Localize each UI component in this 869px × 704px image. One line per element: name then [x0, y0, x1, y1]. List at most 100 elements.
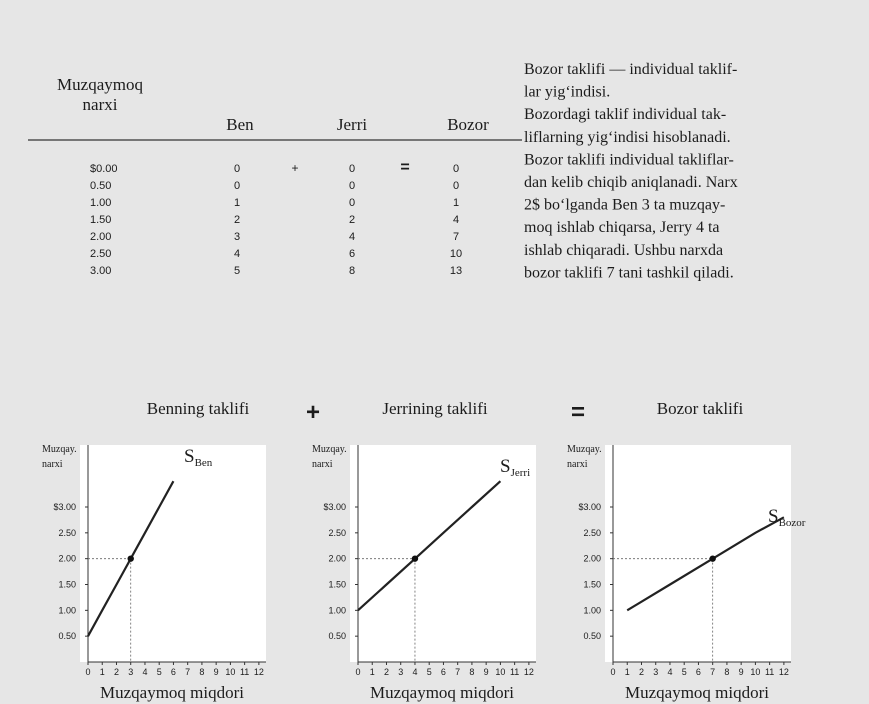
x-tick-label: 8 [724, 667, 729, 677]
curve-label: SBozor [768, 506, 806, 529]
supply-line [357, 480, 502, 612]
paragraph-line: 2$ bo‘lganda Ben 3 ta muzqay- [524, 197, 725, 214]
y-axis-label: Muzqay. [567, 444, 602, 455]
table-cell: 0 [234, 180, 240, 192]
table-header: Ben [226, 115, 254, 134]
paragraph-line: moq ishlab chiqarsa, Jerry 4 ta [524, 219, 720, 236]
table-header: narxi [83, 95, 118, 114]
y-tick-label: 0.50 [328, 631, 346, 641]
curve-label: SJerri [500, 456, 530, 479]
x-tick-label: 4 [142, 667, 147, 677]
x-tick-label: 4 [412, 667, 417, 677]
x-tick-label: 4 [667, 667, 672, 677]
x-tick-label: 3 [128, 667, 133, 677]
table-cell: 1 [453, 197, 459, 209]
table-cell: 1.50 [90, 214, 111, 226]
table-cell: 0 [234, 163, 240, 175]
table-cell: 1 [234, 197, 240, 209]
y-tick-label: 1.50 [328, 580, 346, 590]
x-axis-label: Muzqaymoq miqdori [100, 683, 244, 702]
x-tick-label: 12 [254, 667, 264, 677]
curve-label-main: S [184, 446, 195, 467]
x-axis-label: Muzqaymoq miqdori [370, 683, 514, 702]
x-tick-label: 9 [484, 667, 489, 677]
y-tick-label: 1.50 [583, 580, 601, 590]
y-axis-label: narxi [567, 459, 588, 470]
x-tick-label: 1 [370, 667, 375, 677]
y-tick-label: 1.00 [328, 605, 346, 615]
x-tick-label: 6 [441, 667, 446, 677]
paragraph-line: lar yig‘indisi. [524, 84, 610, 101]
x-tick-label: 0 [85, 667, 90, 677]
x-tick-label: 0 [610, 667, 615, 677]
table-cell: 7 [453, 231, 459, 243]
curve-label-sub: Ben [195, 457, 213, 469]
chart-title: Jerrining taklifi [382, 399, 488, 418]
x-axis-label: Muzqaymoq miqdori [625, 683, 769, 702]
table-cell: 0 [453, 180, 459, 192]
x-tick-label: 3 [653, 667, 658, 677]
chart-operator: = [571, 399, 585, 426]
table-cell: 0 [349, 163, 355, 175]
y-tick-label: 0.50 [58, 631, 76, 641]
table-operator: = [400, 159, 409, 176]
curve-label-main: S [768, 506, 779, 527]
table-header: Bozor [447, 115, 489, 134]
x-tick-label: 0 [355, 667, 360, 677]
x-tick-label: 11 [240, 667, 249, 677]
paragraph-line: dan kelib chiqib aniqlanadi. Narx [524, 174, 738, 191]
table-operator: + [291, 161, 298, 175]
x-tick-label: 2 [639, 667, 644, 677]
x-tick-label: 12 [779, 667, 789, 677]
x-tick-label: 3 [398, 667, 403, 677]
y-tick-label: 0.50 [583, 631, 601, 641]
y-axis-label: narxi [312, 459, 333, 470]
highlight-point [411, 555, 419, 562]
table-cell: 3.00 [90, 265, 111, 277]
chart-operator: + [306, 399, 320, 426]
x-tick-label: 1 [100, 667, 105, 677]
table-cell: 2.50 [90, 248, 111, 260]
table-cell: 4 [349, 231, 355, 243]
plot-area [605, 445, 791, 662]
y-tick-label: 2.00 [58, 554, 76, 564]
x-tick-label: 5 [157, 667, 162, 677]
y-axis-label: narxi [42, 459, 63, 470]
table-cell: 0 [349, 197, 355, 209]
x-tick-label: 7 [455, 667, 460, 677]
x-tick-label: 9 [214, 667, 219, 677]
table-cell: 2 [349, 214, 355, 226]
x-tick-label: 6 [696, 667, 701, 677]
plot-area [80, 445, 266, 662]
x-tick-label: 2 [384, 667, 389, 677]
chart-title: Bozor taklifi [657, 399, 744, 418]
table-cell: 0 [349, 180, 355, 192]
table-cell: 6 [349, 248, 355, 260]
table-header: Muzqaymoq [57, 75, 143, 94]
y-tick-label: $3.00 [323, 502, 346, 512]
table-cell: $0.00 [90, 163, 118, 175]
x-tick-label: 7 [185, 667, 190, 677]
paragraph-line: Bozor taklifi individual takliflar- [524, 151, 734, 168]
y-tick-label: 1.00 [583, 605, 601, 615]
x-tick-label: 10 [750, 667, 760, 677]
y-tick-label: 1.00 [58, 605, 76, 615]
table-cell: 2 [234, 214, 240, 226]
x-tick-label: 5 [682, 667, 687, 677]
y-tick-label: 2.50 [583, 528, 601, 538]
x-tick-label: 8 [469, 667, 474, 677]
y-tick-label: $3.00 [578, 502, 601, 512]
table-cell: 3 [234, 231, 240, 243]
y-tick-label: 2.00 [583, 554, 601, 564]
plot-area [350, 445, 536, 662]
table-cell: 5 [234, 265, 240, 277]
x-tick-label: 2 [114, 667, 119, 677]
x-tick-label: 6 [171, 667, 176, 677]
y-tick-label: 2.50 [58, 528, 76, 538]
chart-title: Benning taklifi [147, 399, 250, 418]
table-cell: 0.50 [90, 180, 111, 192]
curve-label-sub: Bozor [779, 517, 806, 529]
x-tick-label: 10 [225, 667, 235, 677]
y-axis-label: Muzqay. [42, 444, 77, 455]
